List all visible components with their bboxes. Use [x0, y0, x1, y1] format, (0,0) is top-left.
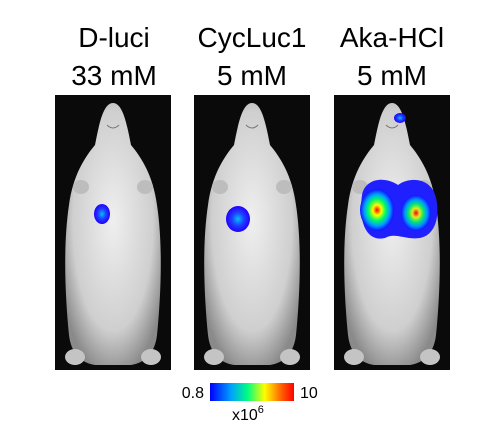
- panel-3: Aka-HCl 5 mM: [333, 22, 451, 371]
- compound-name: CycLuc1: [198, 22, 307, 53]
- mouse-image: [193, 94, 311, 371]
- signal-hotspot: [401, 195, 431, 231]
- colorbar: 0.8 10 x106: [182, 383, 318, 424]
- signal: [394, 113, 406, 123]
- concentration: 5 mM: [217, 60, 287, 91]
- concentration: 33 mM: [71, 60, 157, 91]
- colorbar-gradient: [210, 383, 294, 401]
- compound-name: D-luci: [78, 22, 150, 53]
- concentration: 5 mM: [357, 60, 427, 91]
- colorbar-unit: x106: [232, 404, 264, 424]
- signal: [226, 206, 250, 232]
- signal-hotspot: [360, 189, 394, 231]
- mouse-image: [54, 94, 172, 371]
- unit-base: x10: [232, 407, 258, 424]
- colorbar-max: 10: [300, 385, 318, 402]
- compound-name: Aka-HCl: [340, 22, 444, 53]
- colorbar-min: 0.8: [182, 385, 204, 402]
- signal: [94, 204, 110, 224]
- unit-exponent: 6: [258, 404, 264, 416]
- panel-2: CycLuc1 5 mM: [193, 22, 311, 371]
- panel-1: D-luci 33 mM: [54, 22, 172, 371]
